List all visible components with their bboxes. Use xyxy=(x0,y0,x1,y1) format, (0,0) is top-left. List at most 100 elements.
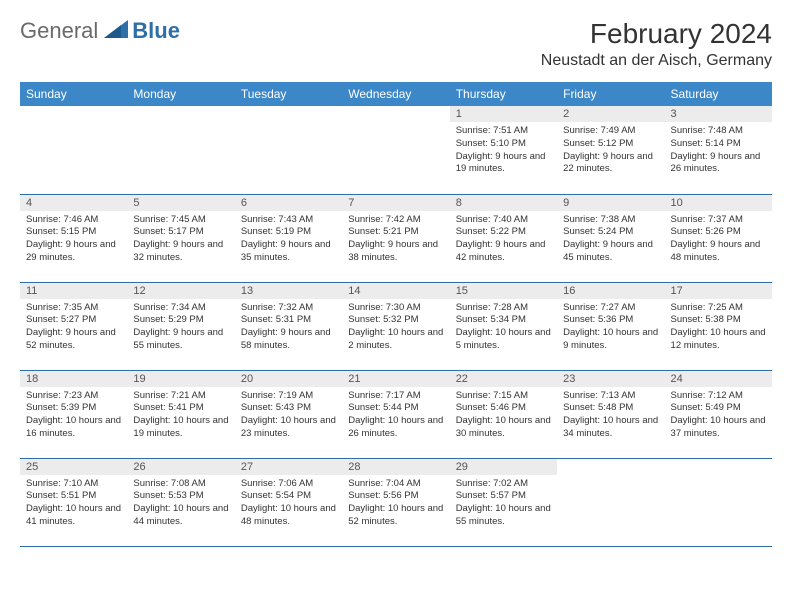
day-details: Sunrise: 7:32 AMSunset: 5:31 PMDaylight:… xyxy=(235,299,342,357)
day-number: 9 xyxy=(557,195,664,211)
calendar-cell: 27Sunrise: 7:06 AMSunset: 5:54 PMDayligh… xyxy=(235,458,342,546)
calendar-cell: 20Sunrise: 7:19 AMSunset: 5:43 PMDayligh… xyxy=(235,370,342,458)
calendar-cell: 22Sunrise: 7:15 AMSunset: 5:46 PMDayligh… xyxy=(450,370,557,458)
day-number: 12 xyxy=(127,283,234,299)
calendar-cell: 11Sunrise: 7:35 AMSunset: 5:27 PMDayligh… xyxy=(20,282,127,370)
calendar-cell: 17Sunrise: 7:25 AMSunset: 5:38 PMDayligh… xyxy=(665,282,772,370)
calendar-cell: 15Sunrise: 7:28 AMSunset: 5:34 PMDayligh… xyxy=(450,282,557,370)
day-number: 13 xyxy=(235,283,342,299)
day-details: Sunrise: 7:06 AMSunset: 5:54 PMDaylight:… xyxy=(235,475,342,533)
day-details: Sunrise: 7:21 AMSunset: 5:41 PMDaylight:… xyxy=(127,387,234,445)
title-block: February 2024 Neustadt an der Aisch, Ger… xyxy=(541,18,772,70)
day-number: 2 xyxy=(557,106,664,122)
calendar-body: 1Sunrise: 7:51 AMSunset: 5:10 PMDaylight… xyxy=(20,106,772,546)
weekday-header: Tuesday xyxy=(235,82,342,106)
day-details: Sunrise: 7:48 AMSunset: 5:14 PMDaylight:… xyxy=(665,122,772,180)
calendar-cell: 23Sunrise: 7:13 AMSunset: 5:48 PMDayligh… xyxy=(557,370,664,458)
day-details: Sunrise: 7:43 AMSunset: 5:19 PMDaylight:… xyxy=(235,211,342,269)
calendar-cell: 21Sunrise: 7:17 AMSunset: 5:44 PMDayligh… xyxy=(342,370,449,458)
day-number: 15 xyxy=(450,283,557,299)
day-details: Sunrise: 7:46 AMSunset: 5:15 PMDaylight:… xyxy=(20,211,127,269)
day-details: Sunrise: 7:17 AMSunset: 5:44 PMDaylight:… xyxy=(342,387,449,445)
weekday-header: Thursday xyxy=(450,82,557,106)
day-number: 20 xyxy=(235,371,342,387)
logo-triangle-icon xyxy=(104,20,128,43)
day-details: Sunrise: 7:27 AMSunset: 5:36 PMDaylight:… xyxy=(557,299,664,357)
day-number: 27 xyxy=(235,459,342,475)
logo-text-blue: Blue xyxy=(132,18,180,44)
day-details: Sunrise: 7:02 AMSunset: 5:57 PMDaylight:… xyxy=(450,475,557,533)
day-details: Sunrise: 7:23 AMSunset: 5:39 PMDaylight:… xyxy=(20,387,127,445)
weekday-header: Wednesday xyxy=(342,82,449,106)
day-details: Sunrise: 7:37 AMSunset: 5:26 PMDaylight:… xyxy=(665,211,772,269)
day-details: Sunrise: 7:04 AMSunset: 5:56 PMDaylight:… xyxy=(342,475,449,533)
calendar-cell: 13Sunrise: 7:32 AMSunset: 5:31 PMDayligh… xyxy=(235,282,342,370)
calendar-cell xyxy=(665,458,772,546)
day-details: Sunrise: 7:49 AMSunset: 5:12 PMDaylight:… xyxy=(557,122,664,180)
day-number: 5 xyxy=(127,195,234,211)
day-details: Sunrise: 7:13 AMSunset: 5:48 PMDaylight:… xyxy=(557,387,664,445)
calendar-cell: 10Sunrise: 7:37 AMSunset: 5:26 PMDayligh… xyxy=(665,194,772,282)
calendar-cell: 12Sunrise: 7:34 AMSunset: 5:29 PMDayligh… xyxy=(127,282,234,370)
day-number xyxy=(665,459,772,475)
calendar-cell xyxy=(557,458,664,546)
calendar-cell: 5Sunrise: 7:45 AMSunset: 5:17 PMDaylight… xyxy=(127,194,234,282)
day-number: 6 xyxy=(235,195,342,211)
calendar-cell: 14Sunrise: 7:30 AMSunset: 5:32 PMDayligh… xyxy=(342,282,449,370)
calendar-cell xyxy=(235,106,342,194)
day-number: 16 xyxy=(557,283,664,299)
calendar-cell: 16Sunrise: 7:27 AMSunset: 5:36 PMDayligh… xyxy=(557,282,664,370)
weekday-header: Saturday xyxy=(665,82,772,106)
day-number: 18 xyxy=(20,371,127,387)
calendar-table: SundayMondayTuesdayWednesdayThursdayFrid… xyxy=(20,82,772,547)
day-details: Sunrise: 7:10 AMSunset: 5:51 PMDaylight:… xyxy=(20,475,127,533)
day-details: Sunrise: 7:38 AMSunset: 5:24 PMDaylight:… xyxy=(557,211,664,269)
day-number: 29 xyxy=(450,459,557,475)
calendar-cell: 29Sunrise: 7:02 AMSunset: 5:57 PMDayligh… xyxy=(450,458,557,546)
weekday-header: Monday xyxy=(127,82,234,106)
location: Neustadt an der Aisch, Germany xyxy=(541,52,772,70)
day-number: 24 xyxy=(665,371,772,387)
day-details: Sunrise: 7:08 AMSunset: 5:53 PMDaylight:… xyxy=(127,475,234,533)
calendar-cell: 19Sunrise: 7:21 AMSunset: 5:41 PMDayligh… xyxy=(127,370,234,458)
day-number xyxy=(342,106,449,122)
calendar-cell: 3Sunrise: 7:48 AMSunset: 5:14 PMDaylight… xyxy=(665,106,772,194)
calendar-row: 18Sunrise: 7:23 AMSunset: 5:39 PMDayligh… xyxy=(20,370,772,458)
calendar-cell: 7Sunrise: 7:42 AMSunset: 5:21 PMDaylight… xyxy=(342,194,449,282)
weekday-header: Sunday xyxy=(20,82,127,106)
day-number: 4 xyxy=(20,195,127,211)
calendar-row: 11Sunrise: 7:35 AMSunset: 5:27 PMDayligh… xyxy=(20,282,772,370)
day-details: Sunrise: 7:34 AMSunset: 5:29 PMDaylight:… xyxy=(127,299,234,357)
day-number xyxy=(20,106,127,122)
day-number: 8 xyxy=(450,195,557,211)
logo: General Blue xyxy=(20,18,180,44)
day-details: Sunrise: 7:42 AMSunset: 5:21 PMDaylight:… xyxy=(342,211,449,269)
calendar-cell: 28Sunrise: 7:04 AMSunset: 5:56 PMDayligh… xyxy=(342,458,449,546)
day-details: Sunrise: 7:40 AMSunset: 5:22 PMDaylight:… xyxy=(450,211,557,269)
weekday-header: Friday xyxy=(557,82,664,106)
day-details: Sunrise: 7:15 AMSunset: 5:46 PMDaylight:… xyxy=(450,387,557,445)
day-number xyxy=(127,106,234,122)
day-details: Sunrise: 7:35 AMSunset: 5:27 PMDaylight:… xyxy=(20,299,127,357)
calendar-cell: 18Sunrise: 7:23 AMSunset: 5:39 PMDayligh… xyxy=(20,370,127,458)
calendar-cell: 26Sunrise: 7:08 AMSunset: 5:53 PMDayligh… xyxy=(127,458,234,546)
day-number: 17 xyxy=(665,283,772,299)
day-details: Sunrise: 7:25 AMSunset: 5:38 PMDaylight:… xyxy=(665,299,772,357)
calendar-row: 4Sunrise: 7:46 AMSunset: 5:15 PMDaylight… xyxy=(20,194,772,282)
day-number: 3 xyxy=(665,106,772,122)
day-number: 1 xyxy=(450,106,557,122)
month-title: February 2024 xyxy=(541,18,772,50)
day-number xyxy=(557,459,664,475)
day-number: 14 xyxy=(342,283,449,299)
calendar-cell xyxy=(127,106,234,194)
calendar-cell: 2Sunrise: 7:49 AMSunset: 5:12 PMDaylight… xyxy=(557,106,664,194)
calendar-cell: 6Sunrise: 7:43 AMSunset: 5:19 PMDaylight… xyxy=(235,194,342,282)
calendar-cell: 4Sunrise: 7:46 AMSunset: 5:15 PMDaylight… xyxy=(20,194,127,282)
day-number: 21 xyxy=(342,371,449,387)
logo-text-general: General xyxy=(20,18,98,44)
day-number: 23 xyxy=(557,371,664,387)
calendar-cell: 25Sunrise: 7:10 AMSunset: 5:51 PMDayligh… xyxy=(20,458,127,546)
day-details: Sunrise: 7:30 AMSunset: 5:32 PMDaylight:… xyxy=(342,299,449,357)
day-number: 10 xyxy=(665,195,772,211)
day-number: 25 xyxy=(20,459,127,475)
